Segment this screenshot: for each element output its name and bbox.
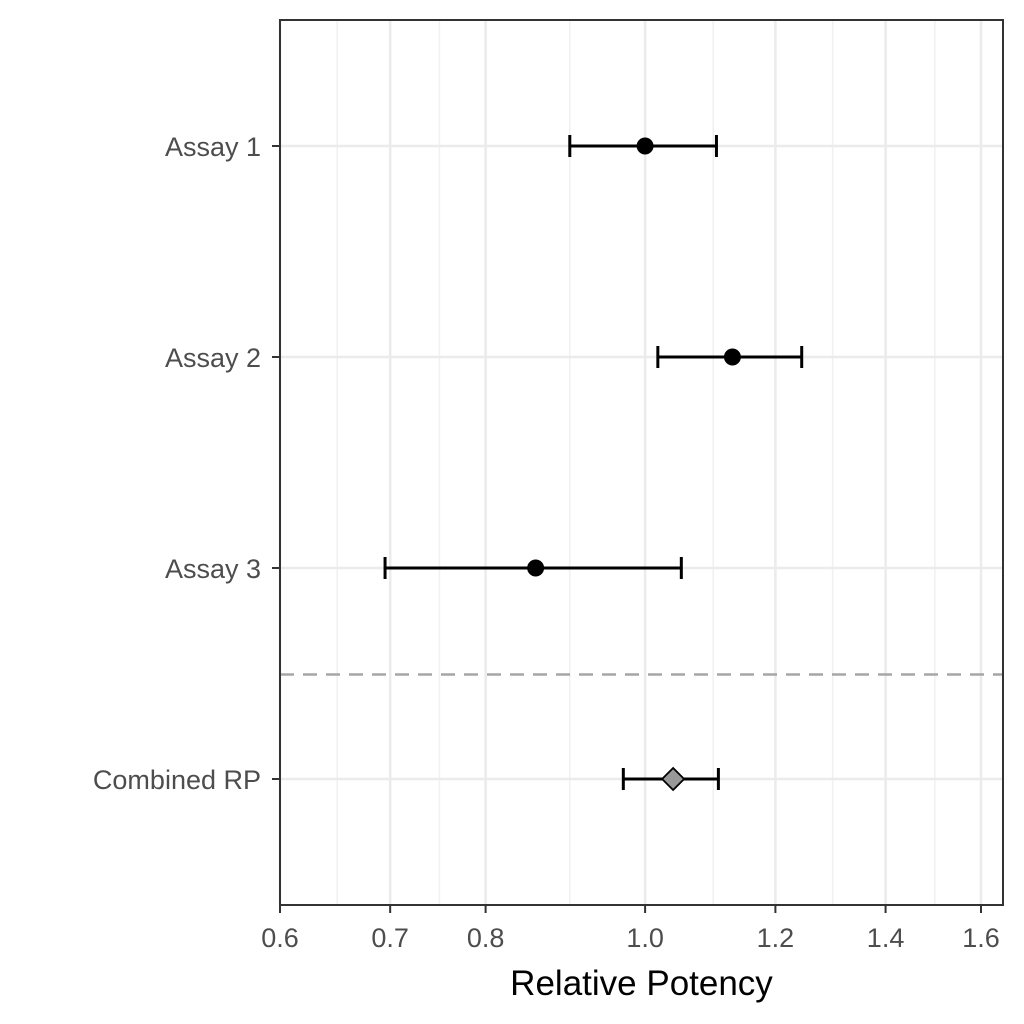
x-tick-label: 1.0: [626, 923, 664, 953]
x-tick-label: 0.7: [371, 923, 409, 953]
x-tick-label: 0.8: [467, 923, 505, 953]
y-tick-label: Assay 3: [165, 554, 261, 584]
point-estimate-diamond: [660, 766, 686, 792]
x-tick-label: 1.6: [962, 923, 1000, 953]
y-tick-label: Assay 1: [165, 132, 261, 162]
x-tick-label: 1.4: [867, 923, 905, 953]
point-estimate: [636, 137, 654, 155]
plot-panel-background: [280, 20, 1003, 905]
point-estimate: [723, 348, 741, 366]
forest-rows: [383, 135, 804, 792]
y-axis: Assay 1 Assay 2 Assay 3 Combined RP: [93, 132, 280, 795]
point-estimate: [527, 559, 545, 577]
x-axis: 0.6 0.7 0.8 1.0 1.2 1.4 1.6: [261, 905, 1000, 953]
x-tick-label: 0.6: [261, 923, 299, 953]
y-tick-label: Combined RP: [93, 765, 261, 795]
plot-panel-border: [279, 19, 1004, 906]
y-tick-label: Assay 2: [165, 343, 261, 373]
x-axis-title: Relative Potency: [510, 964, 773, 1003]
x-tick-label: 1.2: [757, 923, 795, 953]
minor-gridlines: [336, 20, 936, 905]
